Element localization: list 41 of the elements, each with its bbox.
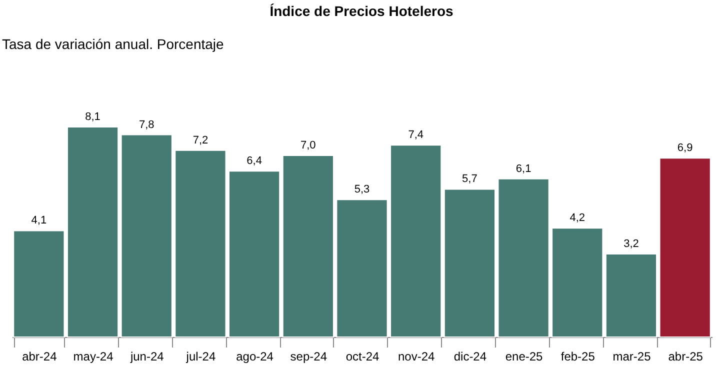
x-tick-label: feb-25	[560, 350, 596, 364]
data-label: 4,1	[31, 214, 47, 227]
bar	[228, 170, 280, 338]
x-tick-label: dic-24	[454, 350, 487, 364]
bar	[390, 144, 442, 338]
data-label: 7,2	[192, 134, 208, 146]
data-label: 3,2	[624, 238, 639, 250]
chart-title: Índice de Precios Hoteleros	[268, 3, 454, 19]
x-tick-label: mar-25	[612, 350, 652, 364]
x-tick-label: jul-24	[185, 350, 216, 364]
data-label: 7,0	[300, 140, 316, 152]
x-tick-label: may-24	[73, 350, 114, 364]
bar	[174, 150, 226, 338]
data-label: 6,1	[516, 162, 532, 175]
data-label: 7,8	[138, 118, 154, 131]
data-label: 6,4	[246, 155, 262, 168]
bar	[444, 188, 496, 338]
bar	[498, 178, 550, 338]
x-tick-label: nov-24	[398, 350, 436, 364]
data-label: 8,1	[85, 111, 100, 123]
bar	[282, 155, 334, 338]
x-tick-label: ene-25	[505, 350, 544, 364]
bar	[605, 254, 658, 338]
bar	[66, 126, 119, 338]
data-label: 5,7	[462, 173, 478, 186]
bar	[552, 228, 604, 338]
data-label: 5,3	[354, 184, 370, 196]
x-tick-label: abr-25	[668, 350, 704, 364]
chart-subtitle: Tasa de variación anual. Porcentaje	[2, 36, 224, 52]
data-label: 7,4	[408, 129, 424, 142]
bar	[659, 158, 711, 338]
bar	[13, 230, 65, 338]
x-tick-label: abr-24	[22, 350, 58, 364]
bar	[120, 134, 172, 338]
x-tick-label: ago-24	[236, 350, 274, 364]
x-tick-label: sep-24	[290, 350, 328, 364]
x-tick-label: jun-24	[129, 350, 164, 364]
data-label: 4,2	[570, 212, 586, 224]
data-label: 6,9	[677, 142, 693, 154]
bar	[336, 199, 388, 338]
x-tick-label: oct-24	[346, 350, 380, 364]
